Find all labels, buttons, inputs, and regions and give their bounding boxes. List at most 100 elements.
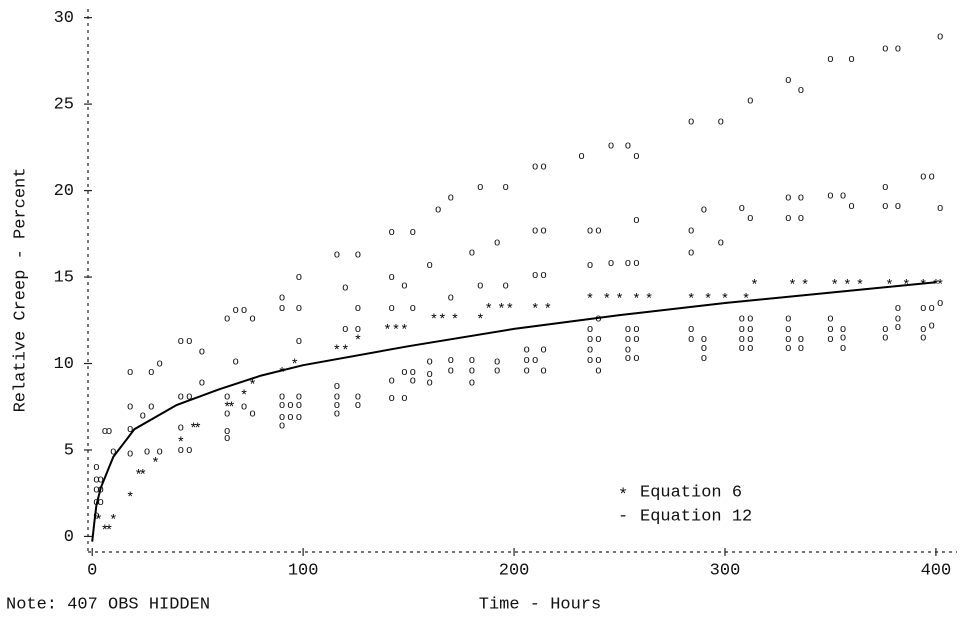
point: * — [632, 292, 640, 308]
point: o — [296, 400, 303, 412]
point: o — [178, 445, 185, 457]
point: o — [279, 293, 286, 305]
y-tick-label: 5 — [64, 441, 74, 460]
point: o — [882, 324, 889, 336]
point: * — [586, 292, 594, 308]
point: o — [928, 303, 935, 315]
point: o — [334, 409, 341, 421]
point: o — [102, 426, 109, 438]
x-tick-label: 100 — [288, 561, 319, 580]
point: o — [747, 313, 754, 325]
point: o — [93, 462, 100, 474]
point: o — [502, 281, 509, 293]
point: * — [438, 313, 446, 329]
point: * — [240, 389, 248, 405]
point: o — [469, 365, 476, 377]
point: o — [410, 367, 417, 379]
point: o — [633, 215, 640, 227]
point: o — [688, 225, 695, 237]
point: o — [701, 343, 708, 355]
y-axis-label: Relative Creep - Percent — [11, 168, 30, 413]
point: o — [388, 303, 395, 315]
point: o — [587, 324, 594, 336]
point: * — [742, 292, 750, 308]
point: * — [919, 278, 927, 294]
point: o — [296, 336, 303, 348]
point: o — [334, 381, 341, 393]
point: o — [928, 320, 935, 332]
point: o — [241, 402, 248, 414]
point: o — [747, 213, 754, 225]
x-tick-label: 300 — [710, 561, 741, 580]
point: o — [532, 225, 539, 237]
point: o — [587, 260, 594, 272]
y-tick-label: 15 — [54, 269, 74, 288]
point: o — [937, 203, 944, 215]
point: o — [882, 332, 889, 344]
point: o — [186, 336, 193, 348]
point: o — [747, 96, 754, 108]
point: o — [342, 282, 349, 294]
point: o — [355, 249, 362, 261]
point: o — [739, 324, 746, 336]
point: o — [410, 376, 417, 388]
point: o — [140, 410, 147, 422]
point: o — [625, 258, 632, 270]
point: o — [937, 32, 944, 44]
point: o — [798, 192, 805, 204]
point: o — [633, 151, 640, 163]
point: o — [106, 426, 113, 438]
point: * — [354, 333, 362, 349]
point: * — [227, 401, 235, 417]
point: o — [840, 191, 847, 203]
point: * — [248, 378, 256, 394]
point: o — [388, 393, 395, 405]
point: o — [127, 424, 134, 436]
point: o — [895, 322, 902, 334]
note: Note: 407 OBS HIDDEN — [6, 595, 210, 614]
point: o — [279, 303, 286, 315]
point: * — [193, 421, 201, 437]
point: o — [296, 272, 303, 284]
point: o — [625, 353, 632, 365]
point: o — [587, 345, 594, 357]
point: * — [126, 491, 134, 507]
point: o — [447, 355, 454, 367]
point: o — [334, 400, 341, 412]
point: o — [426, 357, 433, 369]
point: * — [531, 302, 539, 318]
point: o — [785, 313, 792, 325]
point: o — [148, 367, 155, 379]
point: o — [388, 376, 395, 388]
point: * — [341, 344, 349, 360]
point: o — [477, 281, 484, 293]
point: o — [156, 447, 163, 459]
point: o — [920, 332, 927, 344]
point: * — [134, 468, 142, 484]
point: o — [355, 391, 362, 403]
point: * — [801, 278, 809, 294]
x-tick-label: 0 — [87, 561, 97, 580]
y-tick-label: 10 — [54, 355, 74, 374]
point: * — [506, 302, 514, 318]
point: o — [178, 422, 185, 434]
point: * — [750, 278, 758, 294]
point: o — [688, 116, 695, 128]
legend-marker: - — [618, 507, 628, 526]
point: * — [430, 313, 438, 329]
point: o — [296, 412, 303, 424]
point: * — [278, 366, 286, 382]
point: o — [595, 355, 602, 367]
point: o — [342, 324, 349, 336]
point: o — [469, 355, 476, 367]
point: o — [355, 400, 362, 412]
x-tick-label: 400 — [921, 561, 952, 580]
point: o — [785, 343, 792, 355]
point: * — [151, 456, 159, 472]
point: o — [785, 192, 792, 204]
point: o — [701, 353, 708, 365]
point: o — [701, 205, 708, 217]
point: o — [633, 258, 640, 270]
point: o — [388, 272, 395, 284]
